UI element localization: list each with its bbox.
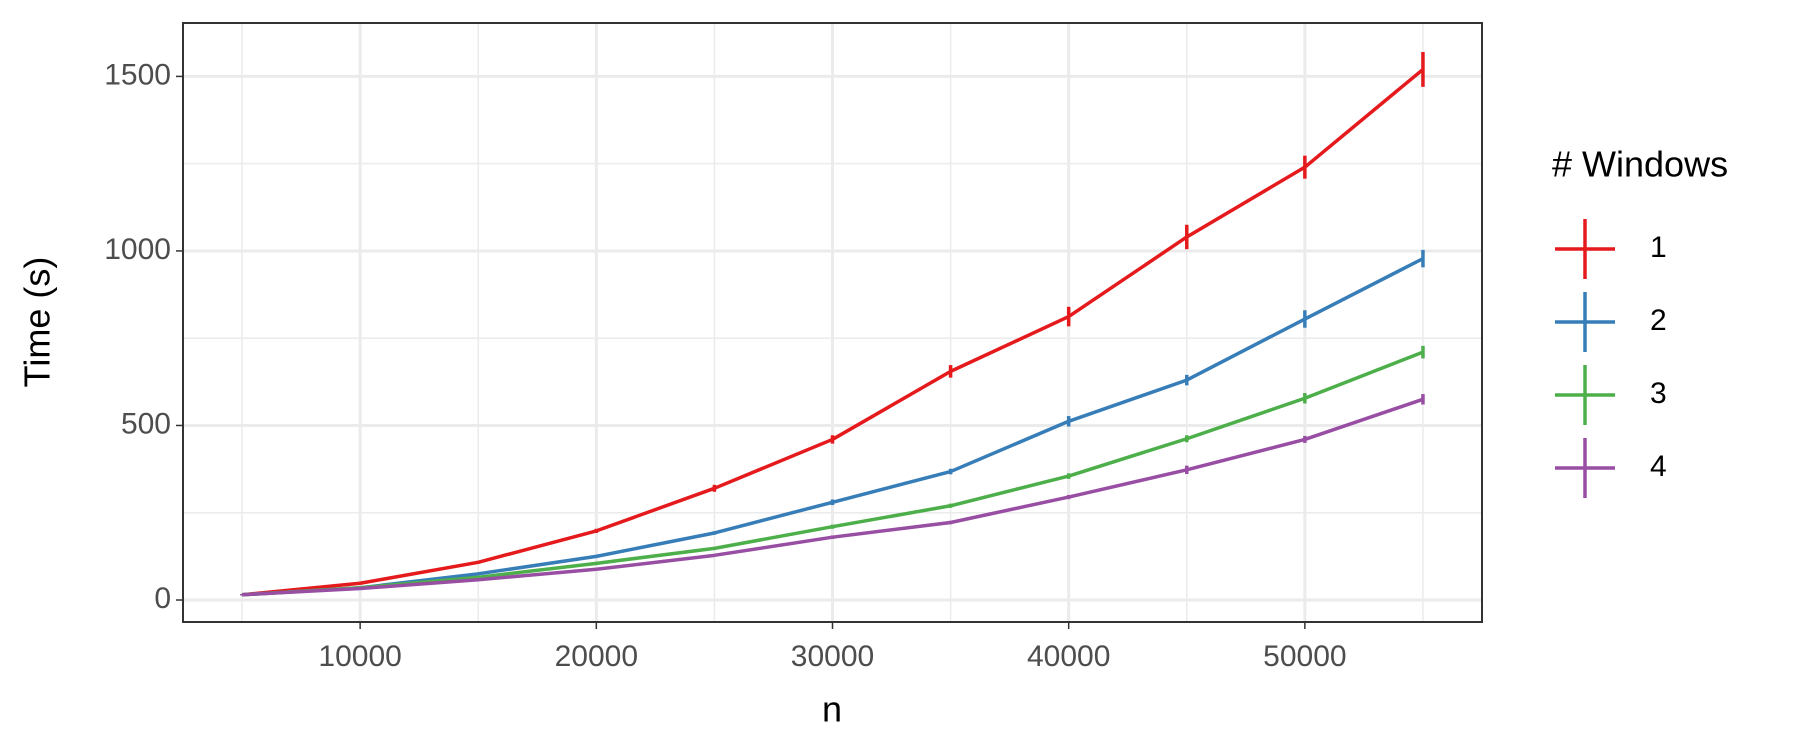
- x-tick-label: 40000: [1027, 640, 1110, 673]
- y-axis-title: Time (s): [17, 257, 58, 388]
- legend-label: 2: [1650, 304, 1667, 337]
- plot-border: [182, 22, 1483, 623]
- legend-title: # Windows: [1552, 144, 1728, 185]
- x-tick-label: 20000: [555, 640, 638, 673]
- y-tick-label: 500: [121, 407, 171, 440]
- y-tick-label: 0: [154, 582, 171, 615]
- x-axis-title: n: [822, 689, 842, 730]
- x-tick-label: 50000: [1263, 640, 1346, 673]
- y-tick-label: 1000: [104, 233, 171, 266]
- legend-label: 3: [1650, 377, 1667, 410]
- legend-label: 1: [1650, 231, 1667, 264]
- x-tick-label: 10000: [318, 640, 401, 673]
- x-tick-label: 30000: [791, 640, 874, 673]
- y-tick-label: 1500: [104, 58, 171, 91]
- legend-label: 4: [1650, 450, 1667, 483]
